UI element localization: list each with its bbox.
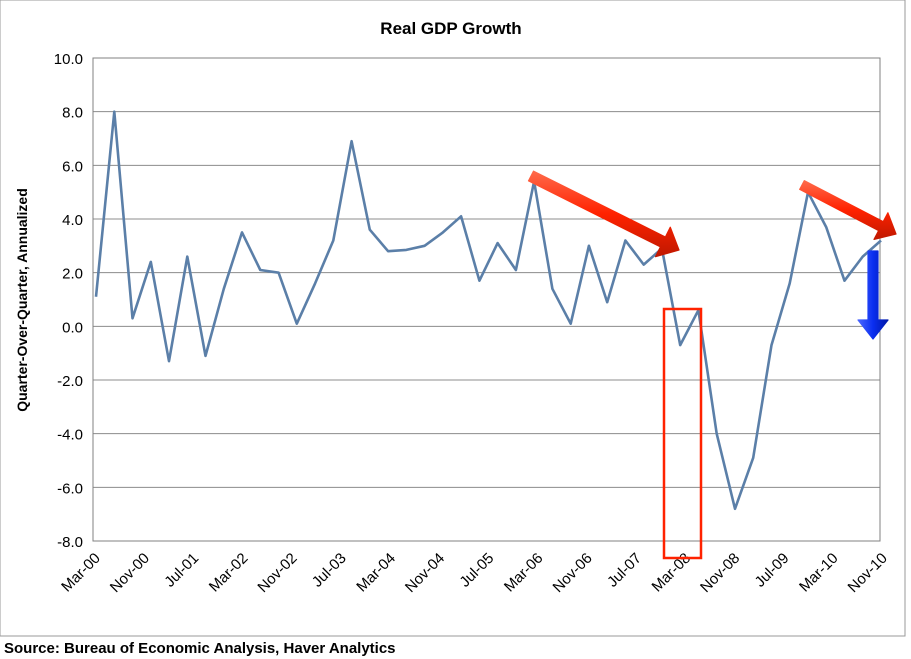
red-arrow-annotation — [799, 180, 897, 240]
y-tick-label: 0.0 — [62, 319, 83, 336]
y-tick-label: 8.0 — [62, 105, 83, 122]
series-line — [94, 110, 882, 511]
y-tick-label: -4.0 — [57, 427, 83, 444]
annotations — [527, 170, 897, 560]
highlight-box — [662, 307, 703, 560]
chart-border — [0, 0, 906, 637]
y-tick-label: -6.0 — [57, 480, 83, 497]
y-tick-label: 10.0 — [54, 51, 83, 68]
y-tick-label: 2.0 — [62, 266, 83, 283]
y-tick-label: -2.0 — [57, 373, 83, 390]
plot-area — [92, 57, 881, 542]
y-tick-label: 6.0 — [62, 158, 83, 175]
red-arrow-annotation — [527, 170, 680, 258]
blue-arrow-annotation — [857, 250, 889, 340]
chart-title: Real GDP Growth — [380, 19, 521, 38]
series-real-gdp-growth — [94, 110, 882, 511]
y-axis-label: Quarter-Over-Quarter, Annualized — [14, 188, 30, 412]
y-tick-label: 4.0 — [62, 212, 83, 229]
y-tick-label: -8.0 — [57, 534, 83, 551]
source-note: Source: Bureau of Economic Analysis, Hav… — [4, 640, 396, 657]
y-axis-ticks: -8.0 -6.0 -4.0 -2.0 0.0 2.0 4.0 6.0 8.0 10.0 — [54, 51, 83, 551]
